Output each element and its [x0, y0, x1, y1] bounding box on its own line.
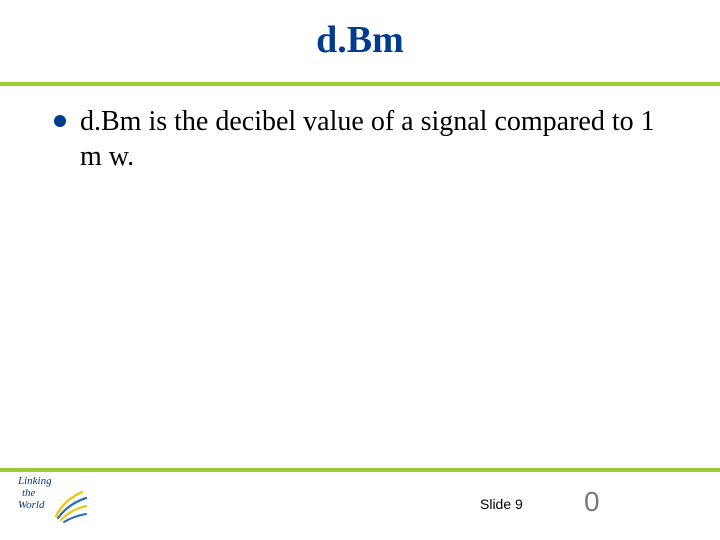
slide-title: d.Bm	[0, 18, 720, 62]
logo-text-1: Linking	[18, 475, 52, 487]
logo: Linking the World	[18, 472, 90, 529]
slide: d.Bm d.Bm is the decibel value of a sign…	[0, 0, 720, 540]
page-indicator: 0	[584, 486, 600, 518]
bullet-text: d.Bm is the decibel value of a signal co…	[80, 104, 660, 174]
slide-number: Slide 9	[480, 496, 523, 512]
logo-swirl-icon: Linking the World	[18, 472, 90, 524]
footer: Linking the World Slide 9 0	[0, 478, 720, 534]
logo-text-3: World	[18, 499, 45, 511]
divider-bottom	[0, 468, 720, 472]
list-item: d.Bm is the decibel value of a signal co…	[54, 104, 660, 174]
divider-top	[0, 82, 720, 86]
logo-text-2: the	[22, 487, 36, 499]
bullet-icon	[54, 115, 66, 127]
bullet-list: d.Bm is the decibel value of a signal co…	[54, 104, 660, 174]
